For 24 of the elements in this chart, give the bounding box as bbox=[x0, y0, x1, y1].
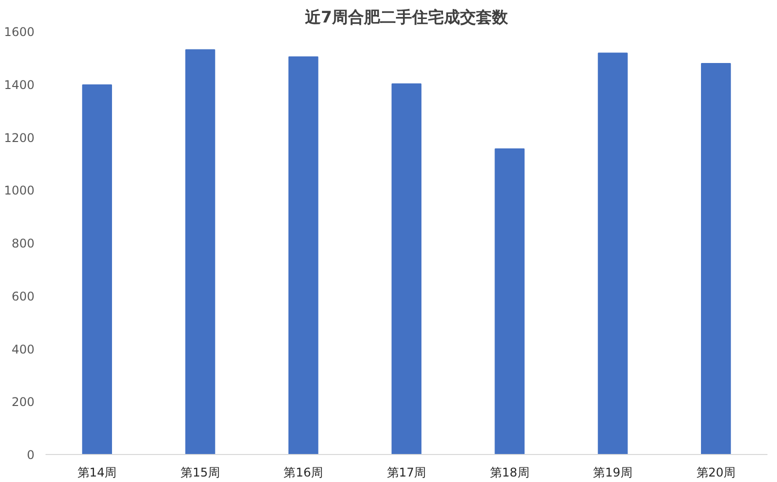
bar bbox=[82, 84, 112, 454]
chart-title: 近7周合肥二手住宅成交套数 bbox=[304, 8, 510, 26]
y-tick-label: 1400 bbox=[4, 78, 35, 92]
bar bbox=[700, 62, 731, 454]
bar bbox=[598, 52, 628, 454]
bar bbox=[392, 83, 422, 454]
y-tick-label: 1200 bbox=[4, 130, 35, 145]
y-tick-label: 1000 bbox=[4, 184, 35, 198]
x-tick-label: 第15周 bbox=[180, 466, 220, 480]
y-tick-label: 0 bbox=[26, 448, 35, 462]
x-tick-label: 第18周 bbox=[490, 466, 530, 480]
x-tick-label: 第14周 bbox=[77, 466, 117, 480]
y-tick-label: 1600 bbox=[4, 25, 35, 39]
bar bbox=[288, 56, 318, 454]
y-tick-label: 400 bbox=[12, 342, 34, 356]
y-tick-label: 200 bbox=[12, 395, 34, 410]
y-tick-label: 800 bbox=[12, 236, 34, 250]
x-tick-label: 第17周 bbox=[386, 466, 426, 480]
bar bbox=[185, 49, 216, 454]
y-tick-label: 600 bbox=[12, 289, 34, 304]
x-tick-label: 第19周 bbox=[593, 466, 632, 480]
bar bbox=[494, 148, 525, 454]
x-tick-label: 第16周 bbox=[284, 466, 324, 480]
x-tick-label: 第20周 bbox=[696, 466, 736, 480]
